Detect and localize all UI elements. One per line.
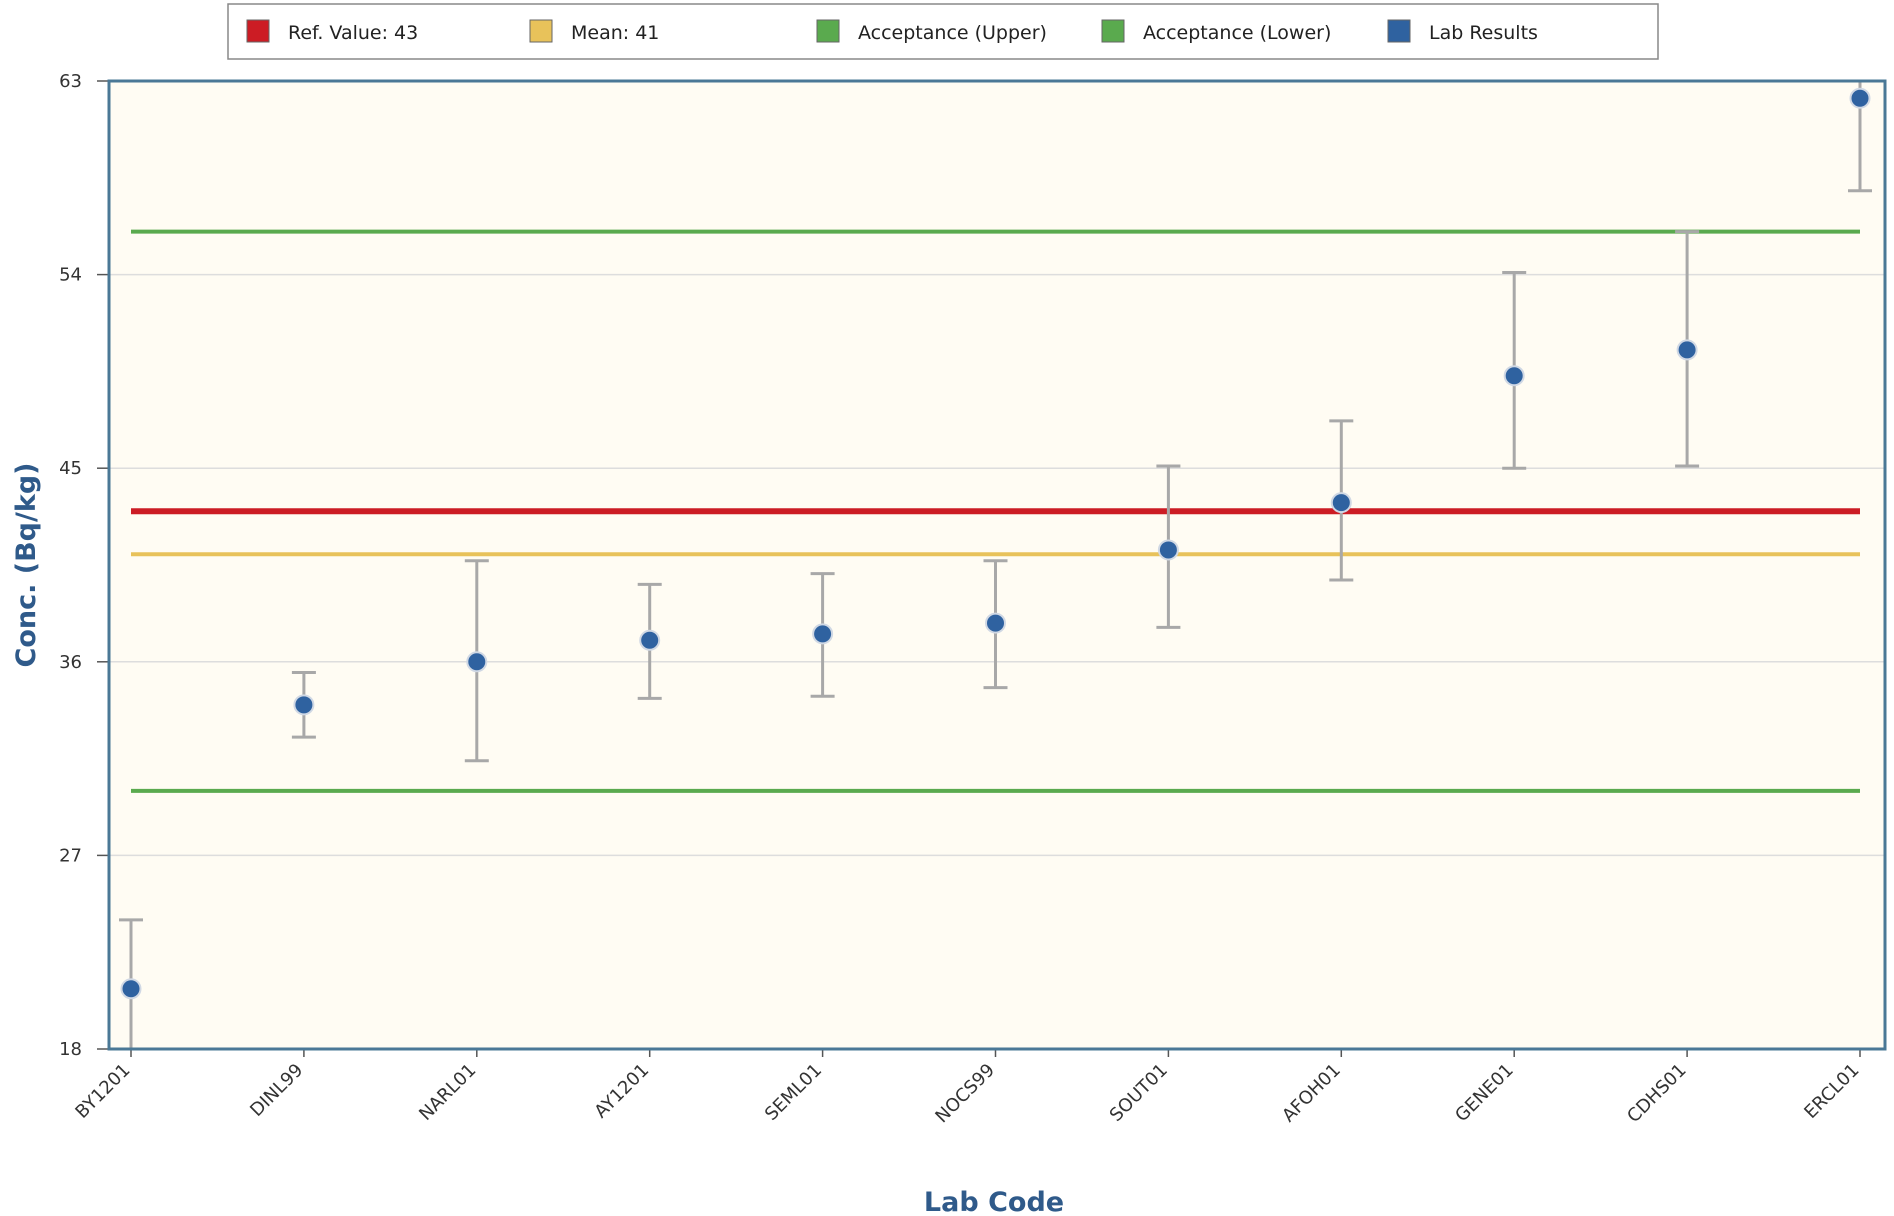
chart-legend: Ref. Value: 43 Mean: 41 Acceptance (Upper)… <box>227 3 1659 60</box>
data-point <box>985 612 1006 634</box>
data-point <box>1849 87 1871 109</box>
data-point <box>466 651 488 673</box>
y-tick-label: 18 <box>59 1039 82 1060</box>
plot-border <box>107 79 1887 1051</box>
x-tick-label: ERCL01 <box>1800 1060 1863 1123</box>
y-tick-label: 45 <box>59 458 82 479</box>
y-tick-label: 27 <box>59 845 82 866</box>
y-tick-label: 63 <box>59 71 82 92</box>
data-point <box>1330 492 1352 514</box>
data-point <box>1676 339 1698 361</box>
reference-lines <box>131 229 1860 793</box>
x-tick-label: NARL01 <box>415 1060 480 1125</box>
x-tick-label: CDHS01 <box>1623 1060 1690 1127</box>
legend-label: Mean: 41 <box>571 22 659 44</box>
x-tick-label: DINL99 <box>246 1060 307 1121</box>
data-point <box>639 629 661 651</box>
data-point <box>293 694 315 716</box>
legend-swatch <box>529 19 553 43</box>
legend-swatch <box>1101 19 1125 43</box>
legend-swatch <box>816 19 840 43</box>
legend-label: Lab Results <box>1429 22 1538 44</box>
legend-box <box>227 3 1659 60</box>
y-tick-label: 36 <box>59 652 82 673</box>
x-axis-ticks: BY1201 DINL99 NARL01 AY1201 SEML01 NOCS99 SOUT… <box>71 1049 1864 1128</box>
x-tick-label: BY1201 <box>71 1060 134 1123</box>
legend-label: Acceptance (Lower) <box>1143 22 1331 44</box>
x-tick-label: AY1201 <box>590 1060 653 1123</box>
data-point <box>1503 365 1525 387</box>
data-points <box>120 87 1871 1000</box>
data-point <box>1157 539 1179 561</box>
legend-label: Ref. Value: 43 <box>288 22 418 44</box>
y-axis-title: Conc. (Bq/kg) <box>11 463 42 668</box>
legend-swatch <box>246 19 270 43</box>
data-point <box>120 978 142 1000</box>
x-tick-label: NOCS99 <box>931 1060 999 1128</box>
y-tick-label: 54 <box>59 265 82 286</box>
x-tick-label: AFOH01 <box>1278 1060 1345 1127</box>
data-point <box>812 623 834 645</box>
x-axis-title: Lab Code <box>924 1187 1064 1216</box>
x-tick-label: SOUT01 <box>1106 1060 1172 1126</box>
x-tick-label: SEML01 <box>761 1060 826 1125</box>
legend-swatch <box>1387 19 1411 43</box>
y-axis-ticks: 18 27 36 45 54 63 <box>59 71 109 1060</box>
x-tick-label: GENE01 <box>1451 1060 1518 1127</box>
legend-label: Acceptance (Upper) <box>858 22 1047 44</box>
